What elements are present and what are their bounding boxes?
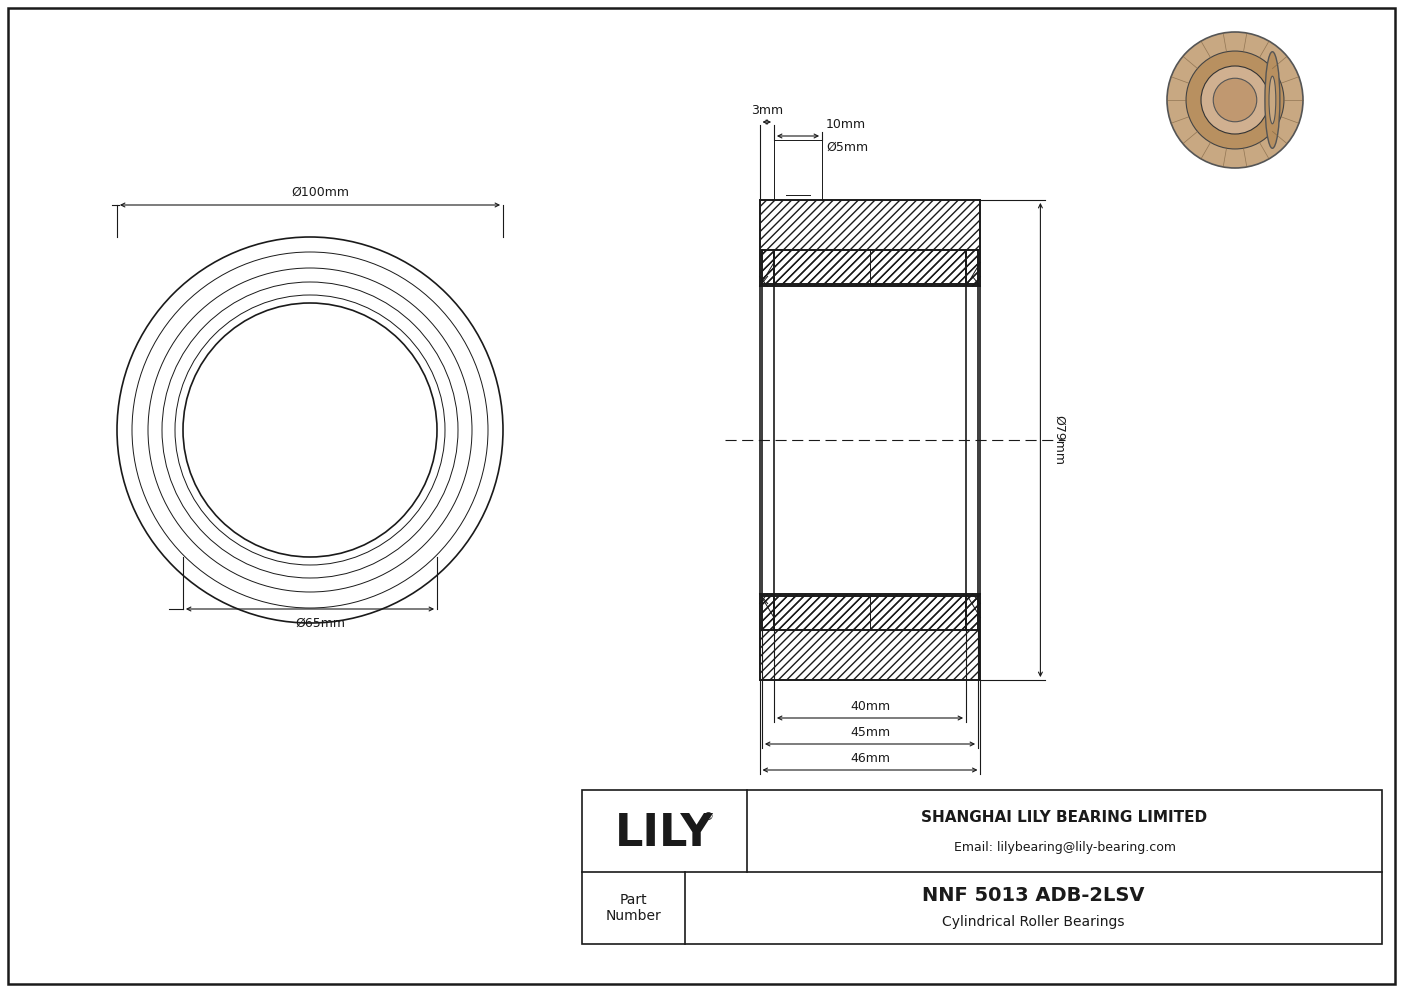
Circle shape [1186,51,1284,149]
Text: NNF 5013 ADB-2LSV: NNF 5013 ADB-2LSV [922,886,1145,905]
Circle shape [1201,66,1268,134]
Bar [759,593,981,680]
Text: SHANGHAI LILY BEARING LIMITED: SHANGHAI LILY BEARING LIMITED [922,809,1208,824]
Text: Email: lilybearing@lily-bearing.com: Email: lilybearing@lily-bearing.com [954,841,1176,854]
Bar [967,250,978,284]
Bar [762,596,774,630]
Text: Ø100mm: Ø100mm [290,186,349,199]
Text: LILY: LILY [615,811,714,854]
Circle shape [1167,32,1303,168]
Bar [762,250,774,284]
Text: Part
Number: Part Number [606,893,661,924]
Text: 40mm: 40mm [850,700,890,713]
Text: Ø79mm: Ø79mm [1052,415,1065,465]
Ellipse shape [1268,76,1275,124]
Bar [967,596,978,630]
Bar [582,790,1382,944]
Text: Cylindrical Roller Bearings: Cylindrical Roller Bearings [943,916,1125,930]
Text: 45mm: 45mm [850,726,890,739]
Text: ®: ® [703,812,714,822]
Ellipse shape [1266,52,1280,148]
Bar [774,250,967,284]
Text: 46mm: 46mm [850,752,890,765]
Text: Ø65mm: Ø65mm [295,617,345,630]
Text: 3mm: 3mm [751,104,783,117]
Bar [759,200,981,287]
Text: Ø5mm: Ø5mm [826,141,868,154]
Bar [774,596,967,630]
Circle shape [1214,78,1257,122]
Text: 10mm: 10mm [826,118,866,131]
